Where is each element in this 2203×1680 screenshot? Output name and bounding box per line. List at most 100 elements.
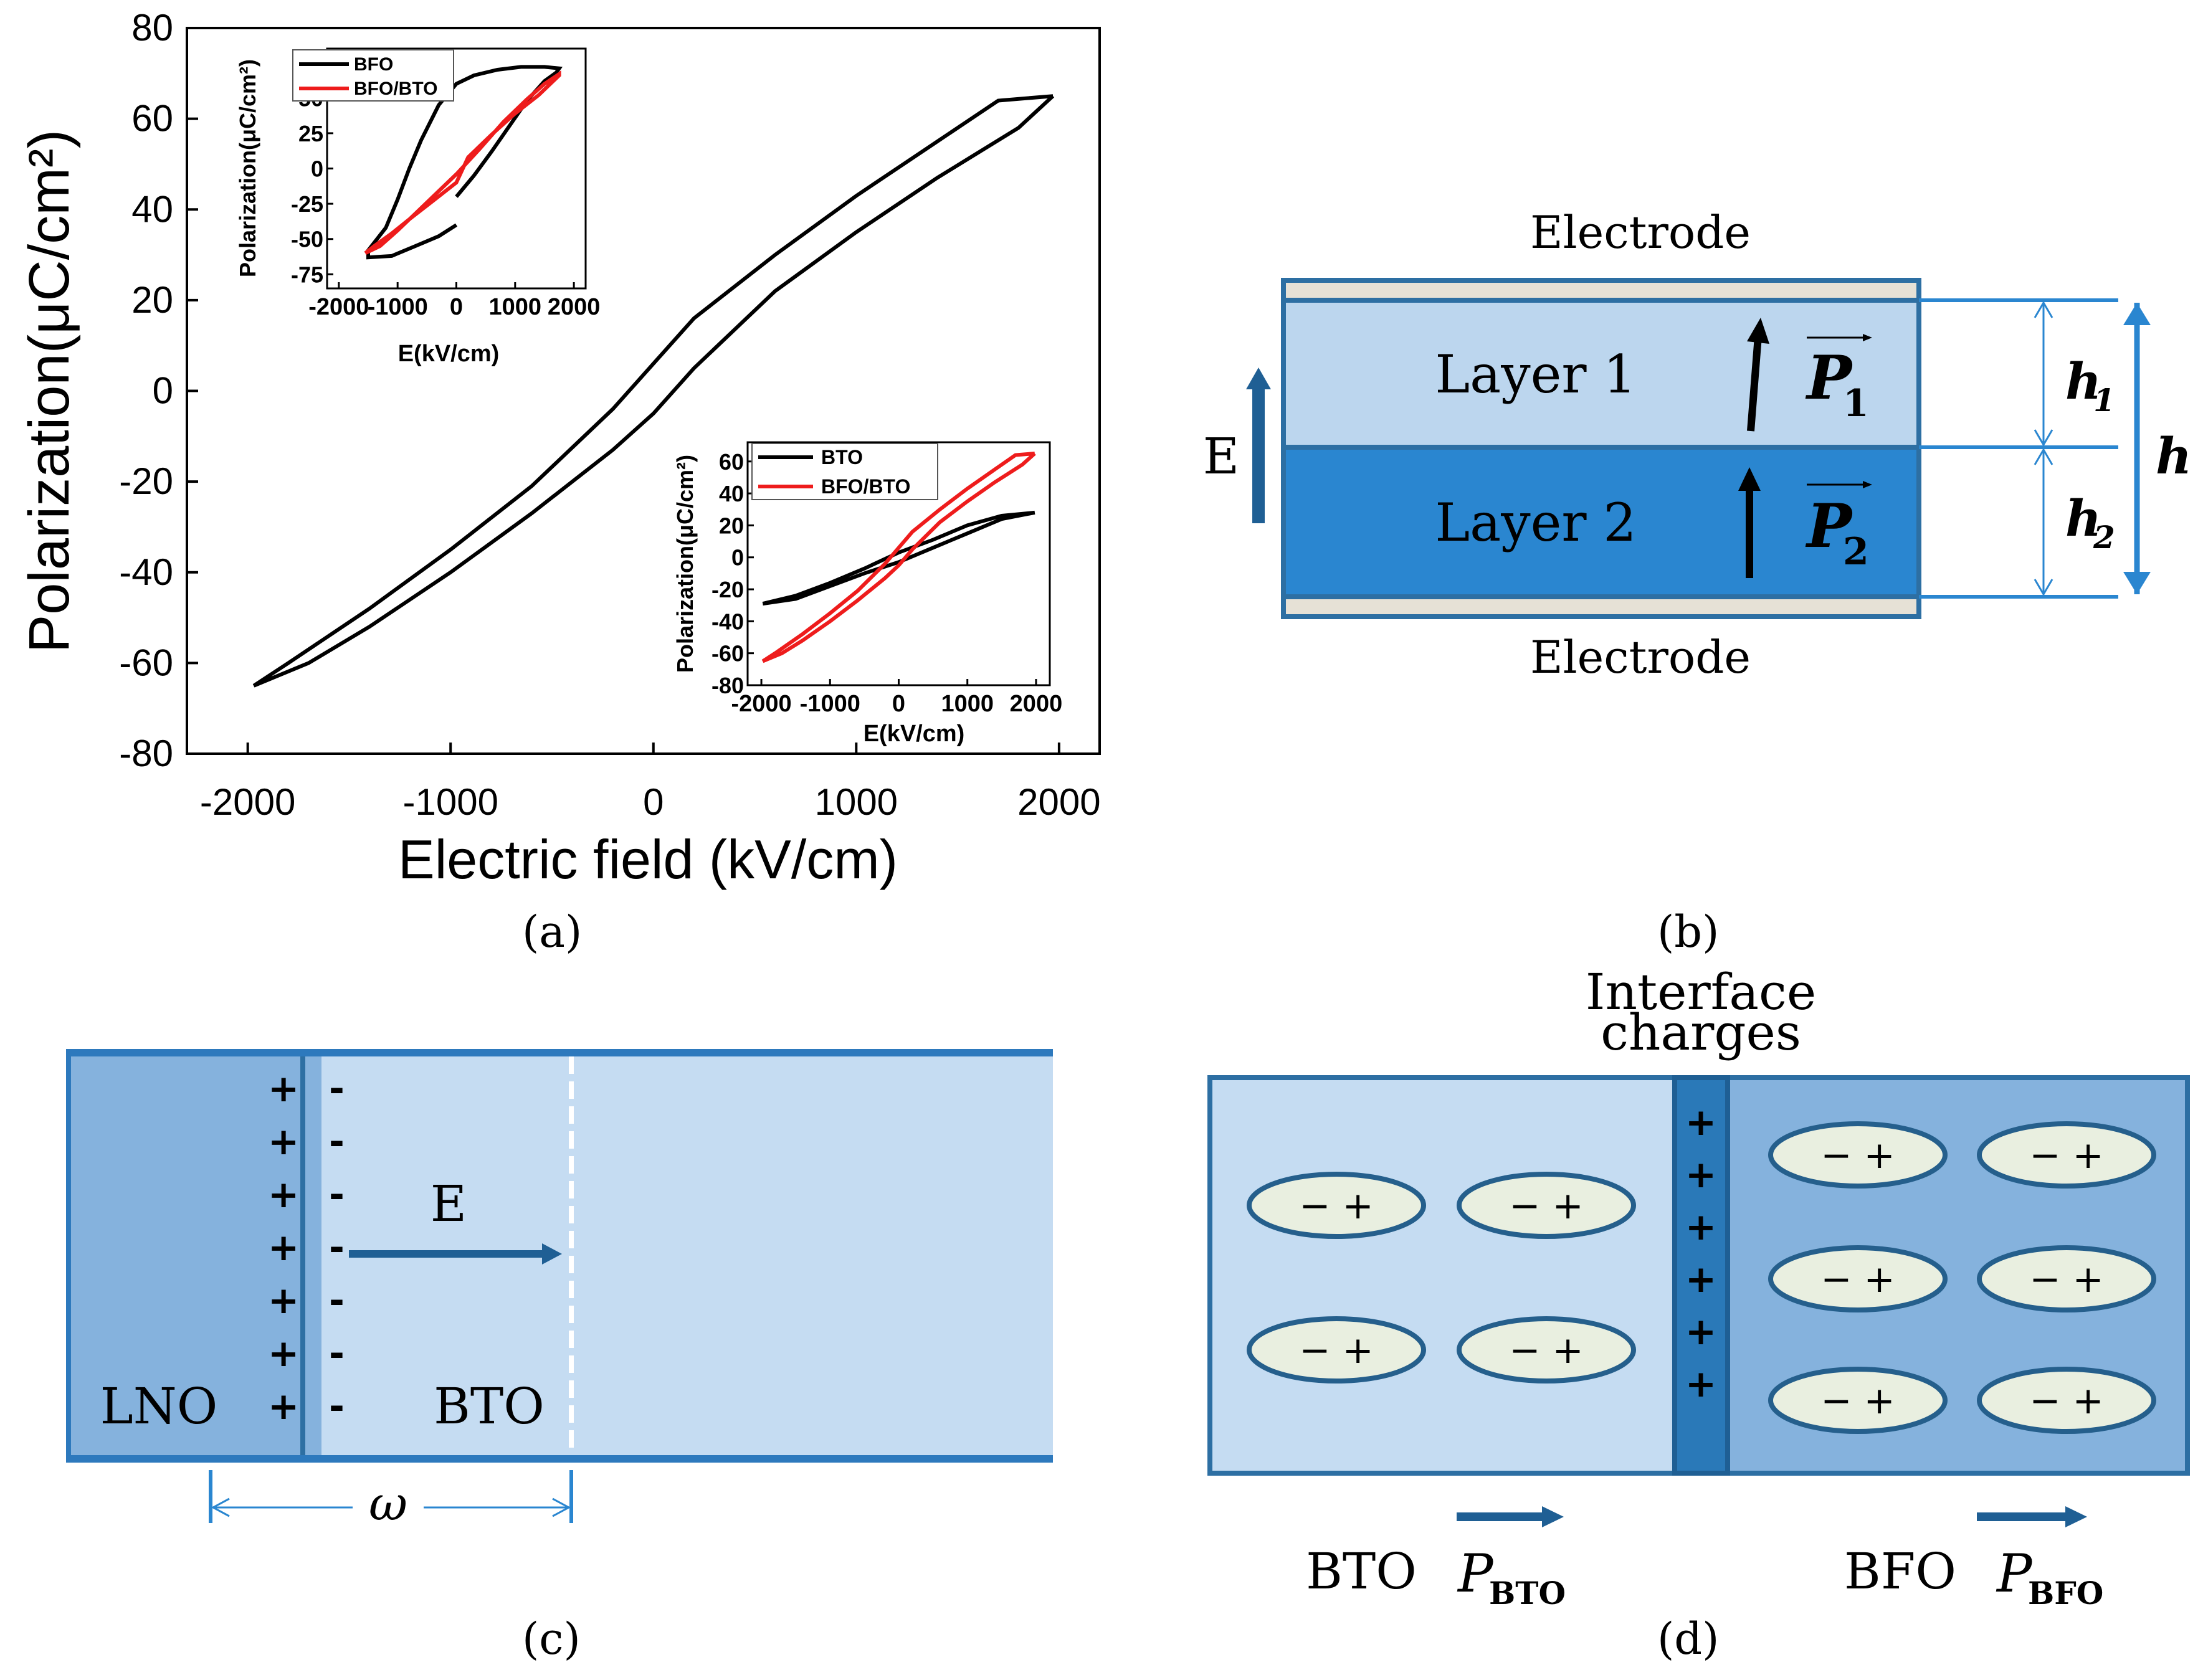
p1-vector-label: P 1: [1805, 334, 1872, 425]
p-bfo-subscript: BFO: [2028, 1575, 2103, 1611]
p2-subscript: 2: [1843, 530, 1869, 574]
dimension-h1: h 1: [1919, 298, 2118, 449]
inset-bfo-legend-box: [292, 49, 454, 102]
plus-charge: +: [268, 1067, 299, 1111]
minus-charge: -: [329, 1067, 345, 1111]
p2-arrow-head: [1738, 467, 1761, 491]
layer-1-label: Layer 1: [1435, 344, 1636, 405]
inset-x-tick-label: 2000: [548, 294, 601, 320]
minus-charge: -: [329, 1279, 345, 1322]
electrode-top: [1281, 278, 1921, 303]
width-symbol-omega: ω: [369, 1476, 407, 1531]
interface-charges-heading-line1: Interface: [1586, 963, 1816, 1021]
bto-region: [1207, 1075, 1698, 1476]
inset-x-tick-label: -2000: [308, 294, 369, 320]
inset-y-tick-label: -50: [291, 227, 323, 252]
inset-y-tick-label: 20: [719, 513, 744, 538]
minus-charge: -: [329, 1385, 345, 1428]
main-hysteresis-loop-bfo-bto: [252, 94, 1055, 688]
inset-y-tick-label: -40: [711, 609, 744, 634]
p-bfo-arrow-head: [2065, 1506, 2087, 1527]
lno-region: [69, 1053, 321, 1459]
dipole: [1247, 1316, 1426, 1383]
dipole-label: − +: [2029, 1258, 2104, 1301]
dipole: [1977, 1367, 2156, 1434]
inset-x-tick-label: -2000: [731, 691, 791, 717]
y-tick-label: -20: [119, 460, 173, 502]
p2-overarrow-head: [1863, 481, 1872, 488]
inset-y-tick-label: 40: [719, 481, 744, 506]
bfo-label: BFO: [1844, 1542, 1956, 1600]
plus-charge: +: [268, 1279, 299, 1322]
plus-charge: +: [268, 1173, 299, 1217]
x-tick-label: 1000: [815, 781, 898, 823]
h2-symbol: h: [2065, 489, 2101, 548]
h1-symbol: h: [2065, 352, 2101, 411]
y-tick-label: 20: [131, 279, 173, 321]
legend-label-bfo: BFO: [354, 54, 393, 75]
y-tick-label: 0: [153, 370, 173, 412]
width-arrow-left: [211, 1497, 230, 1517]
interface-plus-charges: + + + + + +: [1685, 1101, 1716, 1406]
inset-y-tick-label: -75: [291, 262, 323, 287]
dipole-label: − +: [1820, 1258, 1895, 1301]
x-tick-label: -1000: [402, 781, 498, 823]
inset-bto-y-label: Polarization(μC/cm²): [672, 455, 698, 673]
inset-bfo-x-label: E(kV/cm): [398, 341, 500, 367]
plus-charge: +: [1685, 1205, 1716, 1249]
inset-bto-legend-box: [751, 443, 938, 500]
bto-label: BTO: [434, 1377, 545, 1435]
width-dimension: ω: [209, 1470, 573, 1531]
panel-d-diagram: Interface charges + + + + + + − + − + − …: [1207, 963, 2190, 1611]
field-arrow-head: [542, 1243, 562, 1265]
panel-a-chart: -2000 -1000 0 1000 2000-80-60-40-20020406080…: [17, 7, 1101, 890]
y-tick-label: 80: [131, 7, 173, 49]
plus-charge: +: [1685, 1362, 1716, 1406]
inset-bto-x-label: E(kV/cm): [864, 721, 965, 747]
dipole: [1977, 1245, 2156, 1312]
panel-c-diagram: + + + + + + + - - - - - - - E LNO BTO ω: [66, 1049, 1053, 1531]
y-tick-label: -40: [119, 551, 173, 593]
p-bto-arrow-head: [1542, 1506, 1564, 1527]
layer-1: [1281, 298, 1921, 450]
plus-charge: +: [1685, 1153, 1716, 1197]
p1-arrow-shaft: [1747, 336, 1762, 432]
layer-2: [1281, 445, 1921, 599]
dipole: [1457, 1316, 1636, 1383]
inset-y-tick-label: 0: [731, 545, 744, 571]
h-arrow-top: [2123, 303, 2151, 325]
electrode-bottom-label: Electrode: [1530, 631, 1751, 683]
layer-2-label: Layer 2: [1435, 492, 1636, 553]
p1-subscript: 1: [1843, 382, 1869, 425]
interface-layer: [1672, 1075, 1730, 1476]
bto-label: BTO: [1306, 1542, 1417, 1600]
plus-charge: +: [1685, 1310, 1716, 1354]
plus-charge: +: [1685, 1258, 1716, 1301]
bfo-dipoles: − + − + − + − + − + − +: [1768, 1121, 2156, 1434]
legend-label-bfo-bto: BFO/BTO: [354, 78, 437, 99]
inset-bto-curve-bfo-bto: [761, 452, 1036, 663]
p1-overarrow-head: [1863, 334, 1872, 341]
inset-x-tick-label: 0: [450, 294, 463, 320]
h-symbol: h: [2156, 427, 2192, 485]
field-arrow-head: [1246, 368, 1271, 389]
inset-x-tick-label: -1000: [800, 691, 860, 717]
p-bto-subscript: BTO: [1489, 1575, 1566, 1611]
inset-bfo-y-label: Polarization(μC/cm²): [235, 59, 260, 277]
inset-bfo-legend: BFO BFO/BTO: [292, 49, 454, 102]
h2-subscript: 2: [2093, 519, 2115, 556]
inset-x-tick-label: 0: [892, 691, 905, 717]
minus-charge: -: [329, 1120, 345, 1164]
minus-charge: -: [329, 1332, 345, 1375]
minus-charge: -: [329, 1173, 345, 1217]
panel-label-c: (c): [522, 1613, 581, 1664]
inset-bto-ticks: -2000 -1000 0 1000 2000 60 40 20 0 -20 -40 -60 -80: [711, 449, 1062, 717]
h1-arrow-top: [2034, 301, 2053, 318]
inset-x-tick-label: 1000: [941, 691, 994, 717]
plus-charge: +: [268, 1226, 299, 1269]
electrode-bottom: [1281, 594, 1921, 619]
positive-charges: + + + + + + +: [268, 1067, 299, 1428]
lno-label: LNO: [100, 1377, 218, 1435]
panel-b-diagram: Electrode Electrode Layer 1 Layer 2 E P …: [1203, 206, 2192, 683]
